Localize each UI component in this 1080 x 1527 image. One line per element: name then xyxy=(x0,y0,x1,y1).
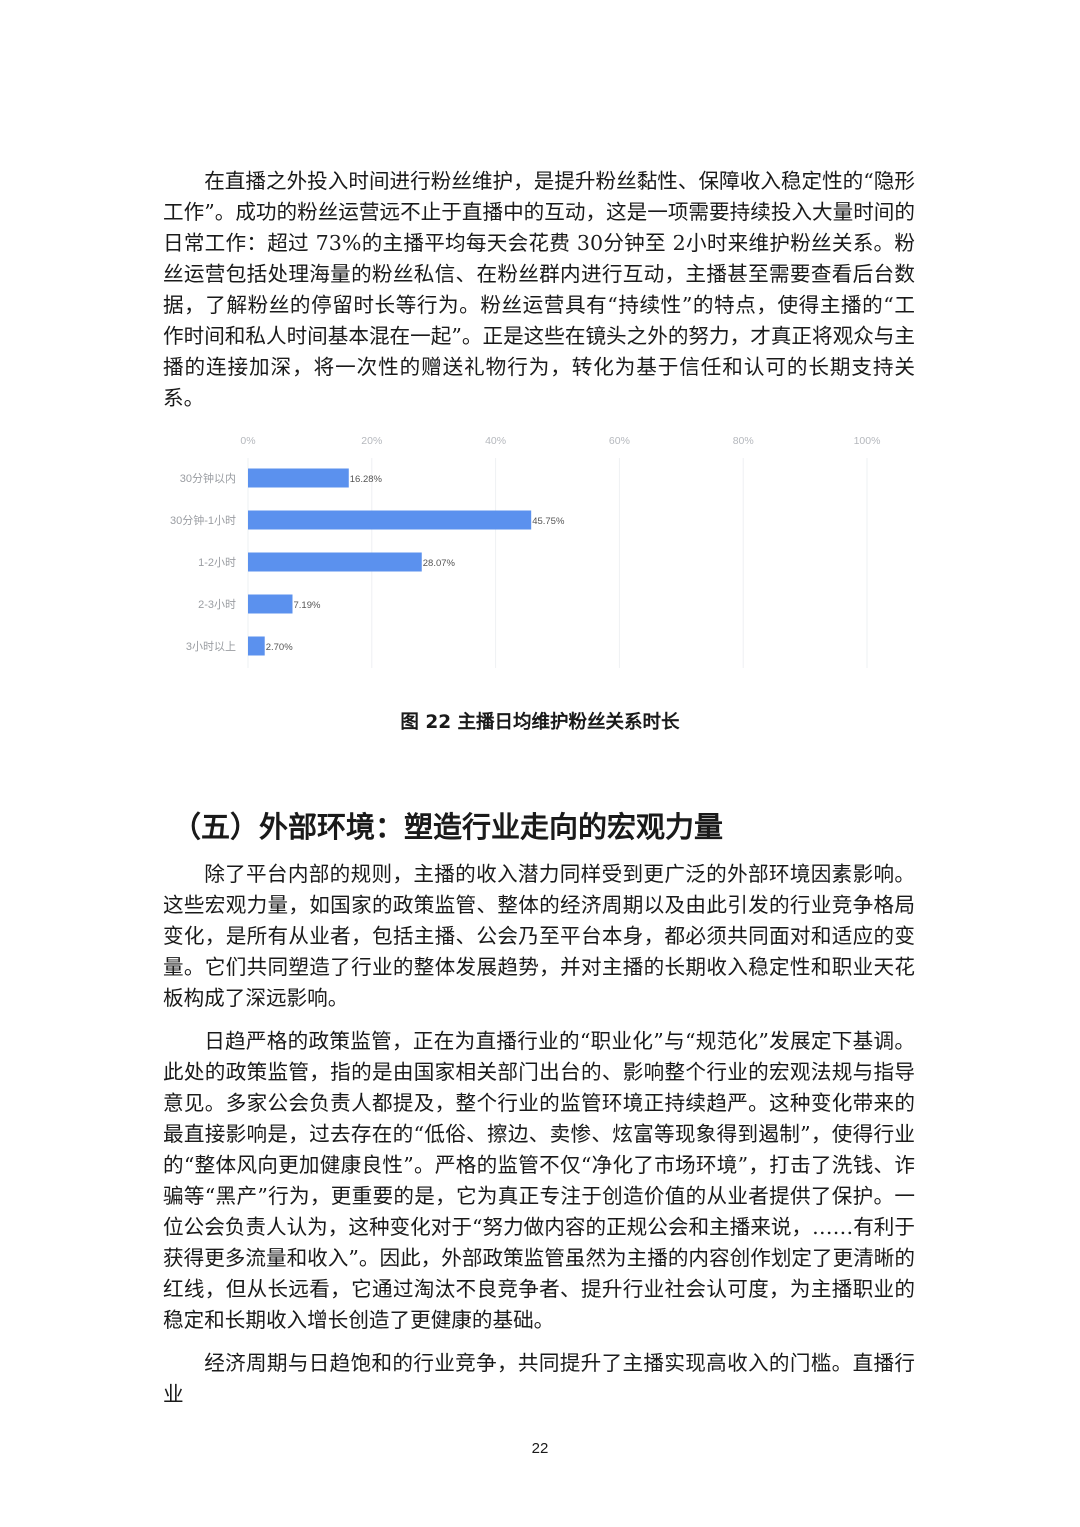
bar xyxy=(248,594,293,614)
category-label: 30分钟以内 xyxy=(180,471,236,485)
data-label: 45.75% xyxy=(532,516,565,527)
bar xyxy=(248,468,349,488)
x-tick-label: 40% xyxy=(485,435,506,447)
body-paragraph: 经济周期与日趋饱和的行业竞争，共同提升了主播实现高收入的门槛。直播行业 xyxy=(163,1351,915,1406)
data-label: 2.70% xyxy=(266,642,293,653)
data-label: 28.07% xyxy=(423,558,456,569)
bar-chart: 0% 20% 40% 60% 80% 100% 30分钟以内 16.28% 30分钟-1小时 45… xyxy=(170,435,881,668)
data-label: 16.28% xyxy=(350,474,383,485)
bar xyxy=(248,552,422,572)
body-paragraph: 在直播之外投入时间进行粉丝维护，是提升粉丝黏性、保障收入稳定性的“隐形工作”。成… xyxy=(163,169,915,410)
category-label: 30分钟-1小时 xyxy=(170,513,236,527)
category-label: 2-3小时 xyxy=(198,598,236,611)
figure-caption: 图 22 主播日均维护粉丝关系时长 xyxy=(400,712,680,733)
body-paragraph: 除了平台内部的规则，主播的收入潜力同样受到更广泛的外部环境因素影响。这些宏观力量… xyxy=(163,862,915,1010)
data-label: 7.19% xyxy=(294,600,321,611)
body-paragraph: 日趋严格的政策监管，正在为直播行业的“职业化”与“规范化”发展定下基调。此处的政… xyxy=(163,1029,915,1332)
x-tick-label: 0% xyxy=(240,435,255,447)
x-tick-label: 80% xyxy=(733,435,754,447)
section-heading: （五）外部环境：塑造行业走向的宏观力量 xyxy=(172,810,724,844)
bar xyxy=(248,636,265,656)
x-tick-label: 100% xyxy=(854,435,881,447)
category-label: 3小时以上 xyxy=(186,640,236,653)
bar xyxy=(248,510,532,530)
x-tick-label: 60% xyxy=(609,435,630,447)
category-label: 1-2小时 xyxy=(198,556,236,569)
x-tick-label: 20% xyxy=(361,435,382,447)
page-number: 22 xyxy=(531,1440,549,1457)
